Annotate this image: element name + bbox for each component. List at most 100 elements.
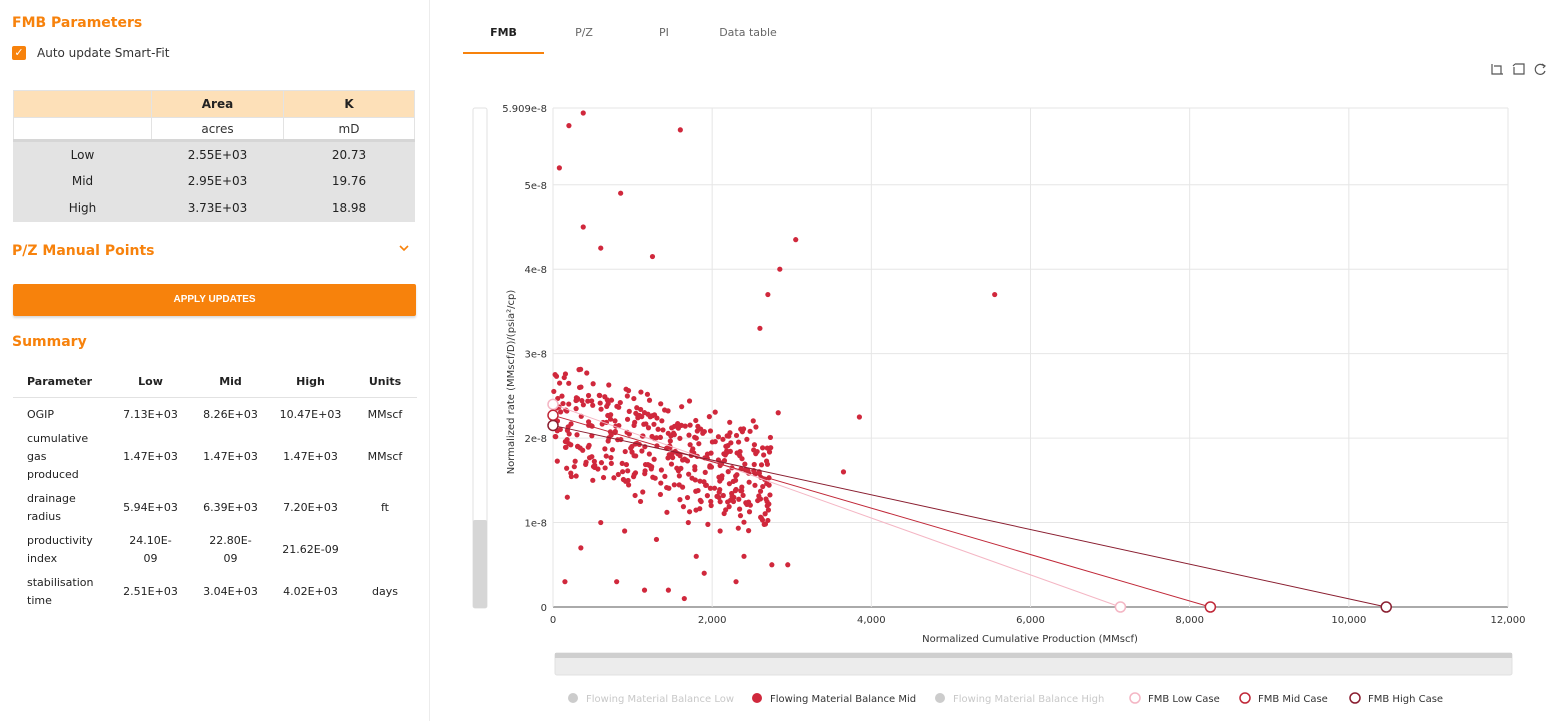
summary-mid: 8.26E+03 [203, 407, 258, 421]
data-point [737, 453, 743, 459]
data-point [660, 427, 666, 433]
data-point [626, 408, 632, 414]
data-point [633, 410, 639, 416]
table-header-area: Area [151, 90, 284, 118]
case-lines [547, 398, 1392, 613]
table-row: stabilisation time 2.51E+03 3.04E+03 4.0… [13, 571, 417, 613]
data-point [590, 463, 597, 470]
data-point [712, 439, 718, 445]
legend-marker [1349, 692, 1361, 704]
data-point [992, 291, 998, 298]
data-point [568, 421, 574, 427]
data-point [608, 432, 614, 438]
data-point [738, 466, 744, 472]
data-point [596, 392, 602, 398]
data-point [719, 473, 725, 479]
tab-pz[interactable]: P/Z [575, 26, 593, 39]
data-point [762, 476, 768, 482]
data-point [757, 325, 763, 331]
tab-pi[interactable]: PI [659, 26, 669, 39]
summary-high: 1.47E+03 [283, 449, 338, 463]
data-point [568, 473, 574, 480]
data-point [793, 237, 799, 243]
data-point [599, 421, 605, 427]
summary-low: 7.13E+03 [123, 407, 178, 421]
summary-high: 10.47E+03 [279, 407, 342, 421]
x-slider-filler[interactable] [555, 653, 1512, 658]
data-point [746, 509, 753, 515]
data-point [671, 432, 677, 438]
data-point [693, 435, 699, 441]
x-tick-label: 12,000 [1491, 615, 1526, 626]
data-point [717, 499, 723, 505]
data-point [692, 434, 698, 440]
units-k: mD [283, 117, 415, 141]
data-point [612, 418, 618, 424]
data-point [723, 443, 729, 449]
data-point [754, 448, 760, 455]
apply-updates-button[interactable]: APPLY UPDATES [13, 284, 416, 316]
data-point [597, 392, 603, 399]
summary-param: cumulative gas produced [13, 427, 108, 487]
tab-data-table[interactable]: Data table [719, 26, 777, 39]
data-point [763, 458, 770, 464]
data-point [647, 462, 653, 469]
data-point [716, 489, 722, 495]
data-point [766, 482, 772, 488]
data-point [631, 471, 637, 478]
x-tick-label: 4,000 [857, 615, 886, 626]
data-point [712, 409, 718, 415]
data-point [605, 438, 611, 444]
auto-update-checkbox[interactable]: ✓ [12, 46, 26, 60]
active-tab-indicator [463, 52, 544, 54]
data-point [561, 374, 567, 381]
data-point [645, 462, 651, 468]
data-point [729, 493, 735, 499]
data-point [741, 553, 747, 559]
data-point [707, 428, 714, 434]
data-point [665, 455, 671, 461]
data-point [743, 500, 749, 506]
data-point [562, 371, 569, 377]
data-point [620, 476, 627, 483]
data-point [556, 165, 562, 171]
chevron-down-icon[interactable] [398, 242, 410, 254]
data-point [566, 431, 572, 437]
summary-header-mid: Mid [193, 367, 268, 398]
data-point [717, 462, 723, 469]
data-point [615, 437, 621, 443]
data-point [740, 492, 746, 498]
summary-mid: 3.04E+03 [203, 584, 258, 598]
data-point [689, 448, 695, 454]
data-point [551, 388, 557, 395]
data-point [568, 470, 574, 476]
data-point [667, 444, 673, 450]
data-point [602, 465, 608, 471]
legend-marker [935, 693, 945, 703]
data-point [607, 429, 613, 435]
y-tick-label: 1e-8 [525, 519, 548, 530]
auto-update-row[interactable]: ✓ Auto update Smart-Fit [12, 46, 169, 60]
y-zoom-slider[interactable] [472, 107, 488, 609]
data-point [580, 110, 586, 116]
auto-update-label: Auto update Smart-Fit [37, 46, 170, 60]
legend-marker [568, 693, 578, 703]
data-point [744, 436, 750, 442]
data-point [719, 475, 725, 482]
data-point [708, 502, 714, 509]
data-point [727, 419, 733, 425]
tab-fmb[interactable]: FMB [490, 26, 517, 39]
data-point [720, 492, 726, 499]
x-zoom-slider[interactable] [554, 652, 1513, 676]
data-point [747, 502, 753, 508]
data-point [701, 570, 707, 576]
restore-icon[interactable] [1534, 63, 1546, 75]
zoom-icon[interactable] [1491, 64, 1503, 75]
fmb-parameters-table: Area K acres mD Low 2.55E+03 20.73 Mid 2… [13, 90, 415, 222]
summary-table: Parameter Low Mid High Units OGIP 7.13E+… [13, 367, 417, 613]
data-point [761, 452, 767, 458]
summary-param: productivity index [13, 529, 108, 571]
zoom-reset-icon[interactable] [1512, 63, 1525, 75]
pz-manual-points-title[interactable]: P/Z Manual Points [12, 243, 155, 259]
y-slider-filler[interactable] [473, 520, 487, 608]
